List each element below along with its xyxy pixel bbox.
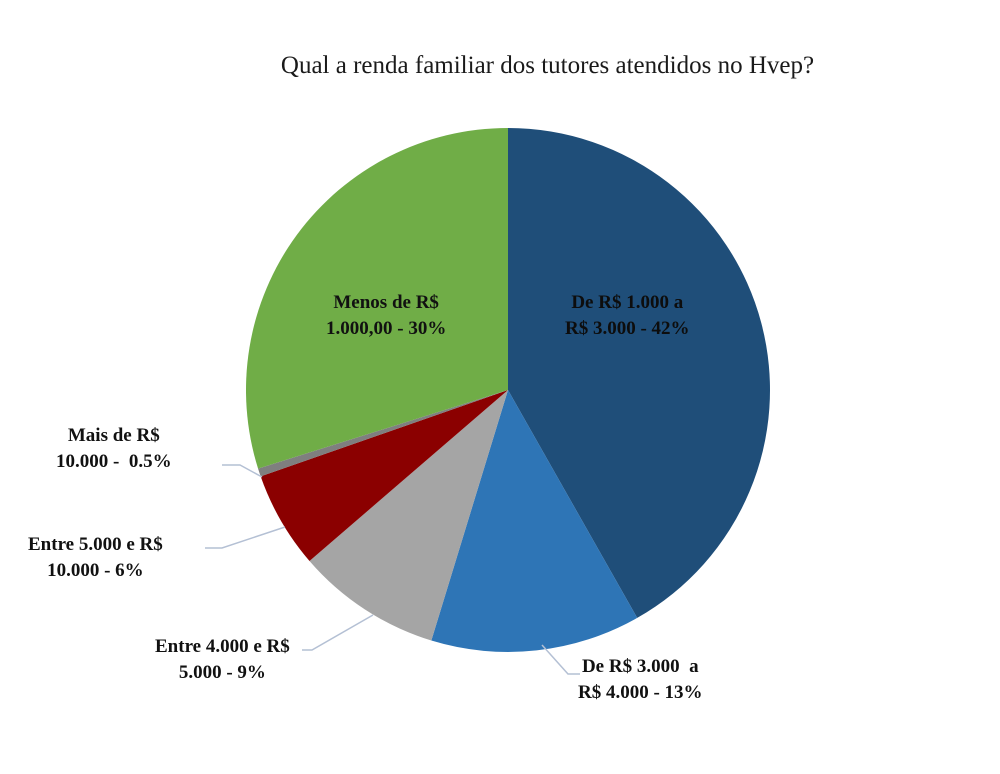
slice-label-1000-3000: De R$ 1.000 a R$ 3.000 - 42% [565, 292, 690, 339]
leader-line-5000-10000 [205, 526, 286, 549]
leader-line-4000-5000 [302, 614, 374, 651]
leader-lines [205, 464, 580, 675]
slice-label-5000-10000: Entre 5.000 e R$ 10.000 - 6% [28, 534, 163, 581]
pie-slice-5 [245, 128, 508, 469]
pie-slice-1 [431, 390, 638, 652]
slice-label-3000-4000: De R$ 3.000 a R$ 4.000 - 13% [578, 656, 703, 703]
chart-title: Qual a renda familiar dos tutores atendi… [280, 52, 815, 79]
slice-label-mais-10000: Mais de R$ 10.000 - 0.5% [56, 425, 172, 472]
leader-line-3000-4000 [541, 644, 580, 675]
pie-slice-4 [258, 390, 508, 477]
slice-label-4000-5000: Entre 4.000 e R$ 5.000 - 9% [155, 636, 290, 683]
pie-slice-2 [309, 390, 508, 641]
pie-slice-3 [260, 390, 508, 562]
pie-slices [245, 128, 770, 652]
leader-line-mais-10000 [222, 464, 263, 478]
slice-label-menos-1000: Menos de R$ 1.000,00 - 30% [326, 292, 447, 339]
pie-slice-0 [508, 128, 770, 618]
